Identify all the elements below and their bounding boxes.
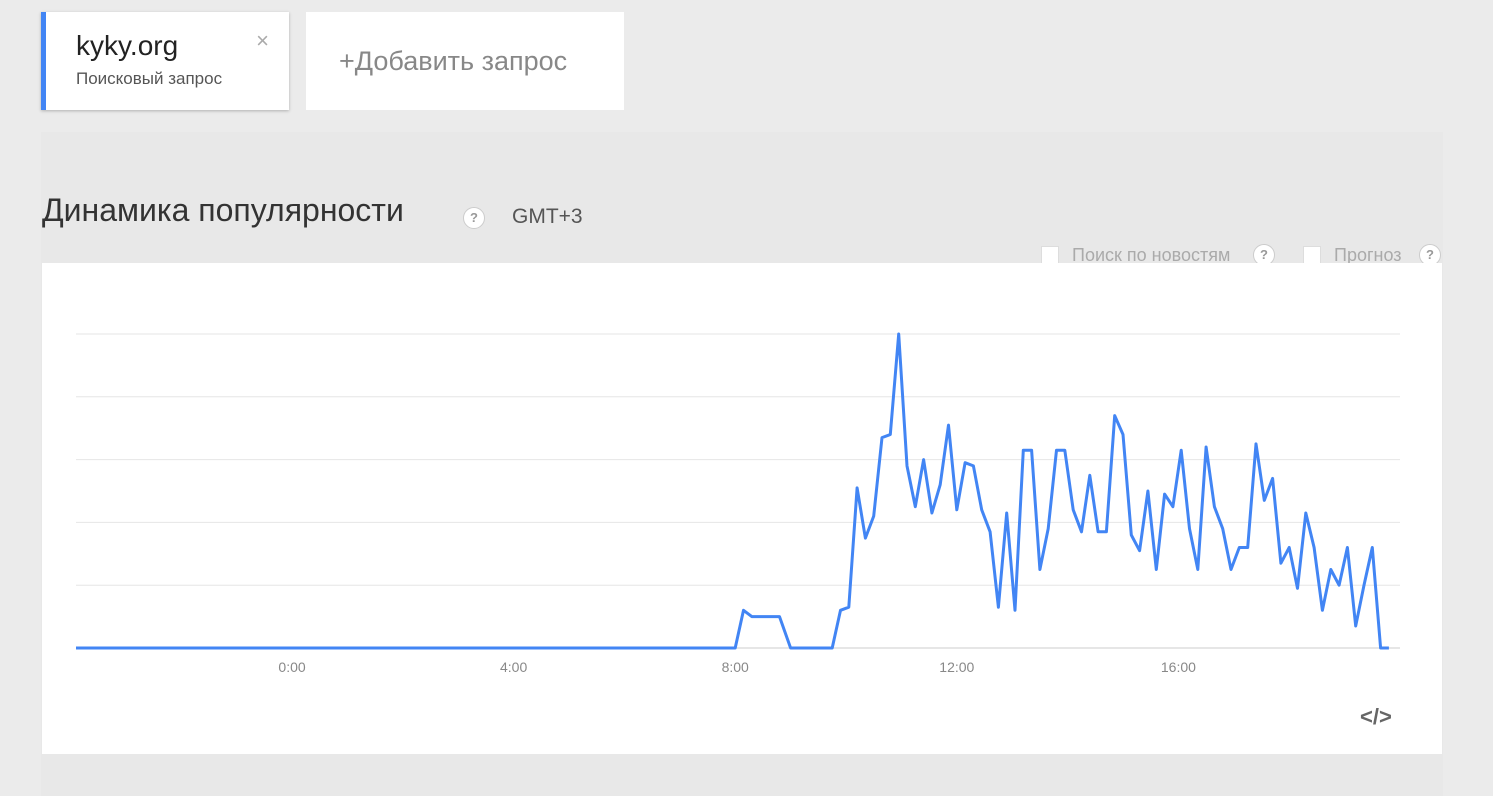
search-term-card[interactable]: kyky.org Поисковый запрос × <box>41 12 289 110</box>
interest-over-time-chart: 0:00 4:00 8:00 12:00 16:00 <box>42 263 1442 754</box>
search-term-name: kyky.org <box>76 30 179 61</box>
embed-code-icon[interactable]: </> <box>1360 704 1392 729</box>
forecast-label: Прогноз <box>1334 244 1402 265</box>
chart-series-line <box>76 332 1389 650</box>
add-query-button[interactable]: +Добавить запрос <box>306 12 624 110</box>
timezone-label: GMT+3 <box>512 205 583 228</box>
news-search-label: Поиск по новостям <box>1072 244 1231 265</box>
search-term-type: Поисковый запрос <box>76 69 223 88</box>
close-icon[interactable]: × <box>256 28 269 53</box>
add-query-label: +Добавить запрос <box>339 46 568 76</box>
forecast-checkbox[interactable] <box>1303 246 1321 264</box>
chart-svg: 0:00 4:00 8:00 12:00 16:00 <box>76 332 1400 675</box>
chart-x-tick-label: 4:00 <box>500 659 527 675</box>
page-title: Динамика популярности <box>42 192 404 228</box>
chart-x-tick-label: 0:00 <box>278 659 305 675</box>
chart-x-tick-label: 12:00 <box>939 659 974 675</box>
chart-x-tick-label: 16:00 <box>1161 659 1196 675</box>
help-icon[interactable]: ? <box>463 207 485 229</box>
chart-x-tick-label: 8:00 <box>722 659 749 675</box>
news-search-toggle[interactable]: Поиск по новостям <box>1041 243 1230 267</box>
news-search-checkbox[interactable] <box>1041 246 1059 264</box>
